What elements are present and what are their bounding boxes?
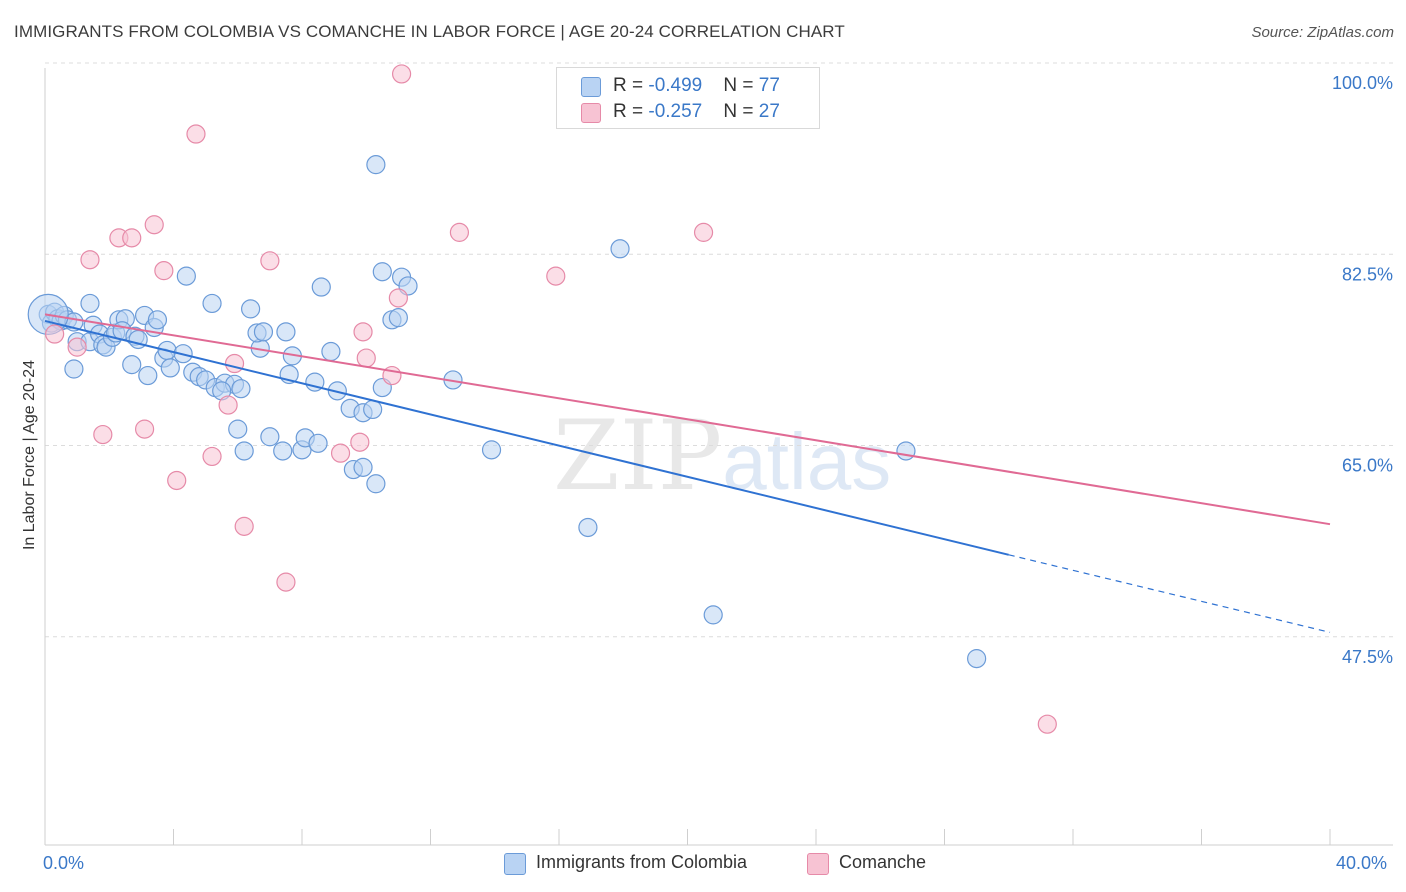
legend-stats-colombia: R = -0.499 N = 77 <box>613 75 780 97</box>
y-tick-label-0: 47.5% <box>1342 647 1393 667</box>
gridlines <box>45 62 1393 638</box>
colombia-point-10 <box>80 293 100 314</box>
comanche-point-25 <box>693 222 714 242</box>
colombia-point-25 <box>138 365 158 386</box>
legend-n-label: N = <box>723 101 759 122</box>
comanche-point-9 <box>167 470 187 491</box>
comanche-point-1 <box>67 337 87 357</box>
colombia-point-30 <box>160 358 180 378</box>
axes <box>44 68 1393 846</box>
legend-swatch-comanche <box>581 103 601 123</box>
legend-r-value: -0.499 <box>648 75 703 96</box>
comanche-point-11 <box>202 446 222 467</box>
colombia-point-27 <box>147 310 168 330</box>
comanche-point-6 <box>134 419 155 439</box>
comanche-point-22 <box>388 288 408 308</box>
zipatlas-watermark: ZIPatlas <box>553 400 891 512</box>
y-tick-label-2: 82.5% <box>1342 264 1393 284</box>
comanche-point-12 <box>218 395 238 415</box>
y-tick-label-3: 100.0% <box>1332 73 1393 93</box>
colombia-point-58 <box>321 341 341 362</box>
colombia-point-78 <box>896 441 916 461</box>
comanche-point-5 <box>122 228 142 248</box>
correlation-legend: R = -0.499 N = 77 R = -0.257 N = 27 <box>556 67 820 129</box>
legend-stats-comanche: R = -0.257 N = 27 <box>613 101 780 123</box>
comanche-point-7 <box>144 215 164 235</box>
colombia-point-41 <box>231 379 251 399</box>
legend-r-label: R = <box>613 75 649 96</box>
legend-swatch-colombia <box>581 77 601 97</box>
series-colombia-points <box>27 155 987 669</box>
colombia-point-77 <box>703 605 723 625</box>
colombia-point-69 <box>366 155 386 175</box>
legend-r-value: -0.257 <box>648 101 703 122</box>
comanche-point-27 <box>391 64 412 84</box>
comanche-point-0 <box>45 324 65 344</box>
legend-r-label: R = <box>613 101 649 122</box>
trend-line-colombia <box>44 319 1009 556</box>
source-label: Source: ZipAtlas.com <box>1251 24 1394 41</box>
comanche-point-10 <box>186 124 206 144</box>
comanche-point-2 <box>80 250 100 270</box>
colombia-point-75 <box>578 517 598 538</box>
colombia-point-57 <box>308 433 328 453</box>
colombia-point-56 <box>311 277 331 297</box>
watermark-zip: ZIP <box>553 400 723 512</box>
colombia-point-42 <box>228 419 248 439</box>
bottom-legend-label-comanche: Comanche <box>839 852 927 872</box>
comanche-point-8 <box>154 261 174 281</box>
comanche-point-14 <box>234 516 254 536</box>
colombia-point-76 <box>610 239 630 259</box>
colombia-point-79 <box>967 649 987 669</box>
colombia-point-31 <box>176 266 196 286</box>
comanche-point-26 <box>1037 714 1057 734</box>
colombia-point-9 <box>64 359 84 379</box>
colombia-point-62 <box>353 457 373 477</box>
colombia-point-49 <box>273 441 293 461</box>
colombia-point-70 <box>372 262 392 282</box>
legend-n-value: 27 <box>758 101 780 122</box>
comanche-point-24 <box>546 266 566 286</box>
trend-lines <box>44 313 1331 633</box>
colombia-point-47 <box>253 322 274 342</box>
comanche-point-13 <box>224 353 245 374</box>
comanche-point-15 <box>260 251 280 271</box>
bottom-legend-label-colombia: Immigrants from Colombia <box>536 852 748 872</box>
bottom-legend-swatch-comanche <box>807 853 829 875</box>
colombia-point-44 <box>241 299 261 319</box>
comanche-point-19 <box>353 322 373 342</box>
x-tick-label-min: 0.0% <box>43 853 85 873</box>
legend-n-value: 77 <box>758 75 780 96</box>
colombia-point-50 <box>276 322 296 342</box>
colombia-point-65 <box>366 474 386 494</box>
colombia-point-43 <box>234 441 254 461</box>
colombia-point-23 <box>122 355 142 375</box>
chart-title: IMMIGRANTS FROM COLOMBIA VS COMANCHE IN … <box>14 22 845 41</box>
colombia-point-48 <box>260 427 280 447</box>
legend-n-label: N = <box>723 75 759 96</box>
y-axis-label: In Labor Force | Age 20-24 <box>21 359 38 551</box>
bottom-legend-swatch-colombia <box>504 853 526 875</box>
y-tick-label-1: 65.0% <box>1342 456 1393 476</box>
x-tick-label-max: 40.0% <box>1336 853 1388 873</box>
comanche-point-20 <box>356 348 376 368</box>
colombia-point-74 <box>481 440 502 460</box>
y-tick-labels: 47.5% 65.0% 82.5% 100.0% <box>1332 73 1393 667</box>
comanche-point-17 <box>330 443 351 463</box>
colombia-point-64 <box>363 399 383 420</box>
trend-line-colombia-extension <box>1008 554 1331 633</box>
series-comanche-points <box>45 64 1057 734</box>
comanche-point-16 <box>276 572 296 592</box>
colombia-point-68 <box>388 308 408 328</box>
comanche-point-18 <box>350 432 370 452</box>
comanche-point-3 <box>93 424 113 445</box>
colombia-point-36 <box>202 293 222 314</box>
comanche-point-23 <box>449 222 470 242</box>
trend-line-comanche <box>44 313 1331 526</box>
